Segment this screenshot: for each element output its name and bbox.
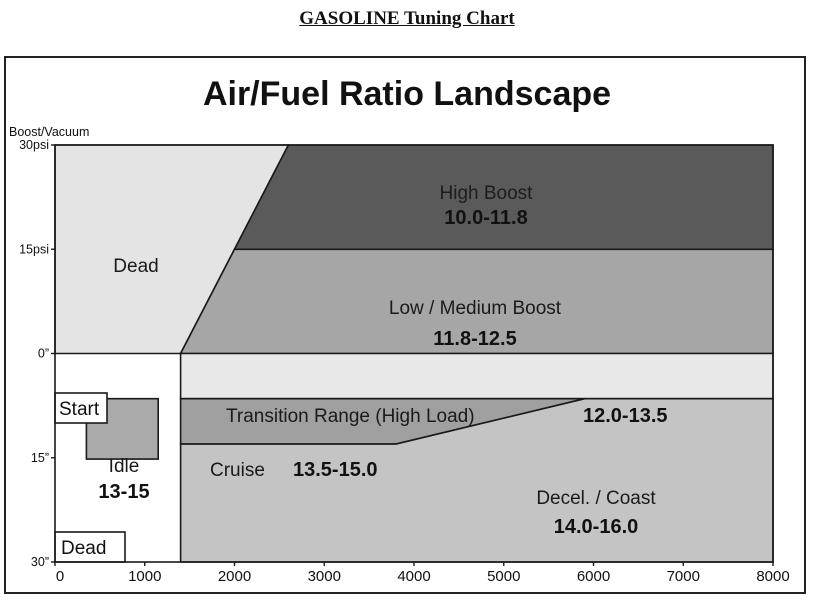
x-tick-label: 8000 xyxy=(756,568,789,585)
region-range-low-medium-boost: 11.8-12.5 xyxy=(433,328,516,350)
x-tick-label: 5000 xyxy=(487,568,520,585)
region-label-high-boost: High Boost xyxy=(440,183,534,204)
x-tick-label: 7000 xyxy=(667,568,700,585)
chart-title: Air/Fuel Ratio Landscape xyxy=(202,75,612,113)
box-start xyxy=(54,392,108,424)
x-tick-label: 0 xyxy=(56,568,64,585)
x-tick-label: 6000 xyxy=(577,568,610,585)
region-label-decel-coast: Decel. / Coast xyxy=(536,488,656,509)
y-tick-label: 0” xyxy=(38,347,49,361)
y-tick-label: 15” xyxy=(31,451,49,465)
region-range-high-boost: 10.0-11.8 xyxy=(444,207,527,229)
region-transition-range xyxy=(179,352,774,400)
x-tick-label: 1000 xyxy=(128,568,161,585)
x-tick-label: 3000 xyxy=(308,568,341,585)
region-range-idle: 13-15 xyxy=(98,481,149,503)
x-tick-label: 2000 xyxy=(218,568,251,585)
y-tick-label: 30” xyxy=(31,555,49,569)
y-tick-label: 15psi xyxy=(19,242,49,256)
box-dead-lower xyxy=(54,531,126,563)
region-label-low-medium-boost: Low / Medium Boost xyxy=(389,298,562,319)
box-label-dead-lower: Dead xyxy=(61,538,106,559)
region-range-cruise: 13.5-15.0 xyxy=(293,459,378,481)
x-tick-label: 4000 xyxy=(397,568,430,585)
y-axis-label: Boost/Vacuum xyxy=(9,125,89,139)
region-range-decel-coast: 14.0-16.0 xyxy=(554,516,639,538)
region-label-dead-upper: Dead xyxy=(113,256,158,277)
region-label-transition-range: Transition Range (High Load) xyxy=(226,406,475,427)
region-range-transition-range: 12.0-13.5 xyxy=(583,405,668,427)
box-label-start: Start xyxy=(59,399,100,420)
region-label-cruise: Cruise xyxy=(210,460,265,481)
region-label-idle: Idle xyxy=(109,456,140,477)
chart-frame xyxy=(4,56,806,594)
region-cruise xyxy=(179,397,585,445)
y-tick-label: 30psi xyxy=(19,138,49,152)
page-heading: GASOLINE Tuning Chart xyxy=(299,8,515,29)
